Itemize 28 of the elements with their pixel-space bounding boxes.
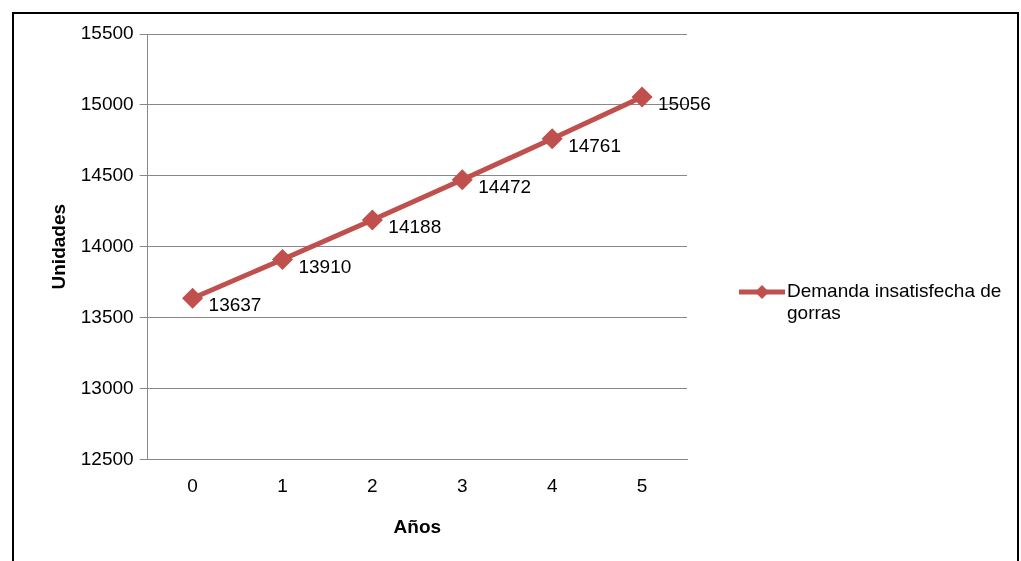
point (183, 288, 203, 308)
y-tick-label: 14500 (80, 164, 134, 186)
x-tick-label: 3 (456, 475, 468, 497)
y-tick-label: 15000 (80, 93, 134, 115)
data-label: 14188 (388, 216, 442, 238)
data-label: 15056 (658, 93, 711, 115)
data-label: 13637 (208, 294, 262, 316)
x-tick-label: 0 (187, 475, 198, 497)
point (272, 249, 292, 269)
y-tick-label: 14000 (80, 234, 134, 256)
y-tick-label: 13500 (80, 305, 134, 327)
x-tick-label: 1 (277, 475, 288, 497)
point (362, 210, 382, 230)
point (542, 129, 562, 149)
point (632, 87, 652, 107)
x-tick-label: 2 (367, 475, 378, 497)
data-label: 14472 (478, 176, 532, 197)
x-tick-label: 5 (636, 475, 648, 497)
y-tick-label: 12500 (80, 447, 134, 469)
x-tick-label: 4 (546, 475, 558, 497)
y-axis-title: Unidades (47, 203, 69, 290)
data-label: 14761 (568, 135, 621, 157)
y-tick-label: 15500 (80, 22, 134, 44)
data-label: 13910 (298, 255, 352, 277)
y-tick-label: 13000 (80, 376, 134, 398)
x-axis-title: Años (393, 515, 442, 537)
point (452, 170, 472, 190)
legend-label: Demanda insatisfecha de gorras (787, 280, 1003, 324)
